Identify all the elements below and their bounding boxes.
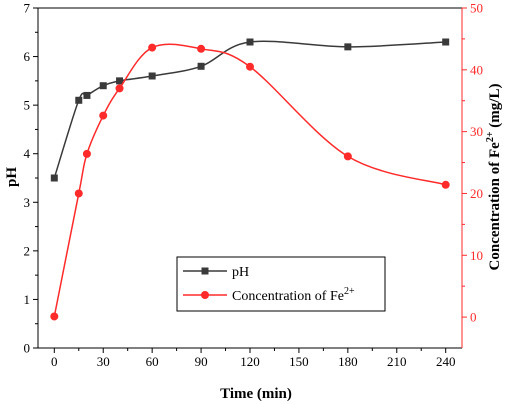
data-point-ph [246,38,254,46]
x-tick-label: 90 [195,354,208,369]
y-left-tick-label: 1 [24,292,31,307]
legend: pH Concentration of Fe2+ [176,256,386,312]
data-point-ph [148,72,156,80]
data-point-fe [99,111,108,120]
data-point-ph [116,77,124,85]
y-right-tick-label: 50 [470,1,483,16]
data-point-fe [74,189,83,198]
data-point-fe [115,84,124,93]
y-axis-right-title-main: Concentration of Fe [487,142,503,271]
data-point-fe [343,152,352,161]
legend-box [176,256,386,312]
x-tick-label: 210 [387,354,407,369]
y-right-tick-label: 30 [470,124,483,139]
series-line-fe [53,43,446,317]
y-right-tick-label: 0 [470,310,477,325]
legend-label-ph: pH [232,265,249,280]
y-right-tick-label: 20 [470,186,483,201]
y-axis-right-title-tail: (mg/L) [487,84,503,132]
data-point-ph [344,43,352,51]
data-point-fe [197,44,206,53]
data-point-ph [75,96,83,104]
y-left-tick-label: 4 [24,146,31,161]
y-left-tick-label: 3 [24,195,31,210]
series-layer [50,38,450,321]
legend-label-fe: Concentration of Fe2+ [232,286,355,304]
x-tick-label: 30 [97,354,110,369]
x-tick-label: 180 [338,354,358,369]
data-point-fe [148,43,157,52]
data-point-ph [197,62,205,70]
data-point-ph [442,38,450,46]
x-axis-title: Time (min) [220,386,292,402]
y-left-tick-label: 7 [24,1,31,16]
x-tick-label: 150 [289,354,309,369]
data-point-fe [441,180,450,189]
x-tick-label: 240 [436,354,456,369]
series-line-ph [53,40,446,179]
data-point-ph [99,82,107,90]
legend-label-fe-main: Concentration of Fe [232,289,344,304]
y-right-tick-label: 40 [470,62,483,77]
x-tick-label: 0 [51,354,58,369]
y-right-tick-label: 10 [470,248,483,263]
y-left-tick-label: 6 [24,49,31,64]
legend-marker-ph [201,267,209,275]
data-point-ph [50,174,58,182]
data-point-fe [82,149,91,158]
axes: 0 30 60 90 120 150 180 210 240 0 1 2 3 4 5 6 7 0 10 20 30 40 5… [24,1,484,370]
legend-label-fe-sup: 2+ [344,286,355,297]
data-point-fe [50,312,59,321]
x-tick-label: 60 [146,354,159,369]
y-left-tick-label: 0 [24,341,31,356]
y-left-tick-label: 5 [24,98,31,113]
y-axis-left-title: pH [4,167,20,187]
y-axis-right-title-sup: 2+ [485,131,496,142]
data-point-ph [83,91,91,99]
data-point-fe [246,62,254,71]
legend-marker-fe [201,291,209,299]
y-axis-right-title: Concentration of Fe2+ (mg/L) [485,84,503,271]
x-tick-label: 120 [240,354,260,369]
y-left-tick-label: 2 [24,243,31,258]
